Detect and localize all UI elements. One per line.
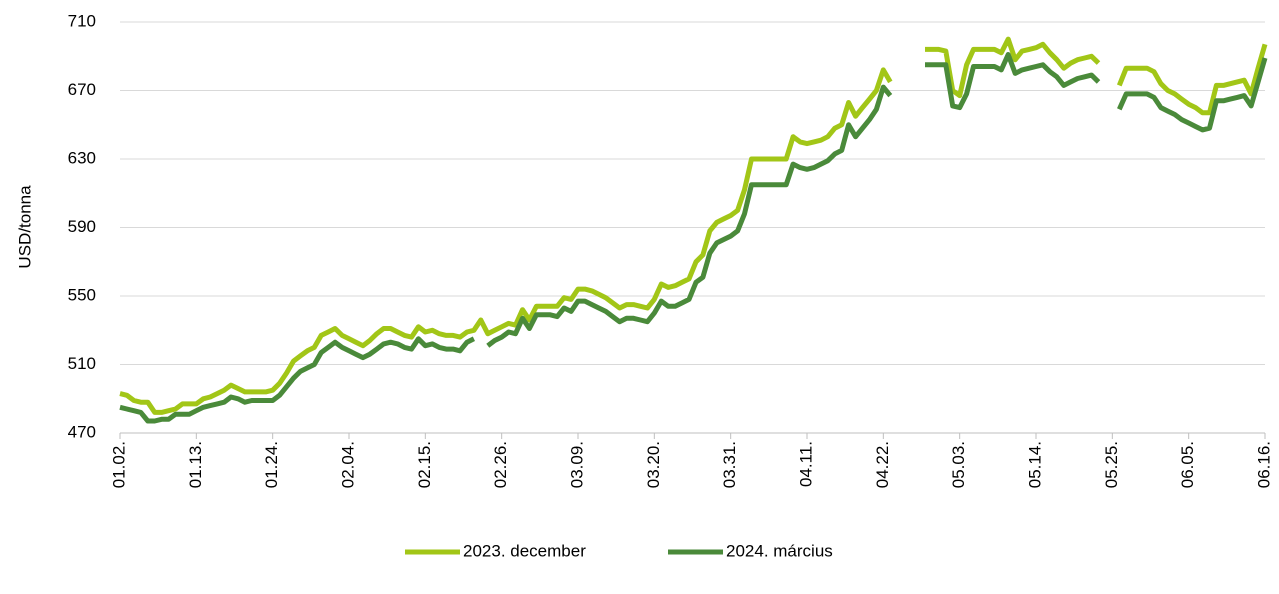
x-tick-label: 01.24. (262, 441, 281, 488)
x-tick-label: 06.05. (1178, 441, 1197, 488)
y-tick-label: 670 (68, 80, 96, 99)
x-tick-label: 02.26. (491, 441, 510, 488)
x-tick-label: 03.09. (567, 441, 586, 488)
x-tick-label: 03.20. (644, 441, 663, 488)
x-tick-label: 05.03. (949, 441, 968, 488)
x-tick-label: 03.31. (720, 441, 739, 488)
x-tick-label: 04.11. (796, 441, 815, 487)
y-tick-label: 510 (68, 354, 96, 373)
legend-label: 2024. március (726, 541, 833, 560)
x-tick-label: 05.25. (1102, 441, 1121, 488)
x-tick-label: 05.14. (1025, 441, 1044, 488)
y-tick-label: 590 (68, 217, 96, 236)
x-tick-label: 02.15. (415, 441, 434, 488)
x-tick-label: 06.16. (1254, 441, 1273, 488)
legend-label: 2023. december (463, 541, 586, 560)
y-tick-label: 630 (68, 148, 96, 167)
y-axis-label: USD/tonna (15, 185, 34, 269)
y-tick-label: 550 (68, 285, 96, 304)
series-line (119, 52, 1268, 424)
x-tick-label: 04.22. (873, 441, 892, 488)
x-tick-label: 01.02. (109, 441, 128, 488)
series-line (119, 36, 1268, 415)
y-tick-label: 470 (68, 422, 96, 441)
x-tick-label: 01.13. (186, 441, 205, 488)
y-tick-label: 710 (68, 11, 96, 30)
x-tick-label: 02.04. (338, 441, 357, 488)
